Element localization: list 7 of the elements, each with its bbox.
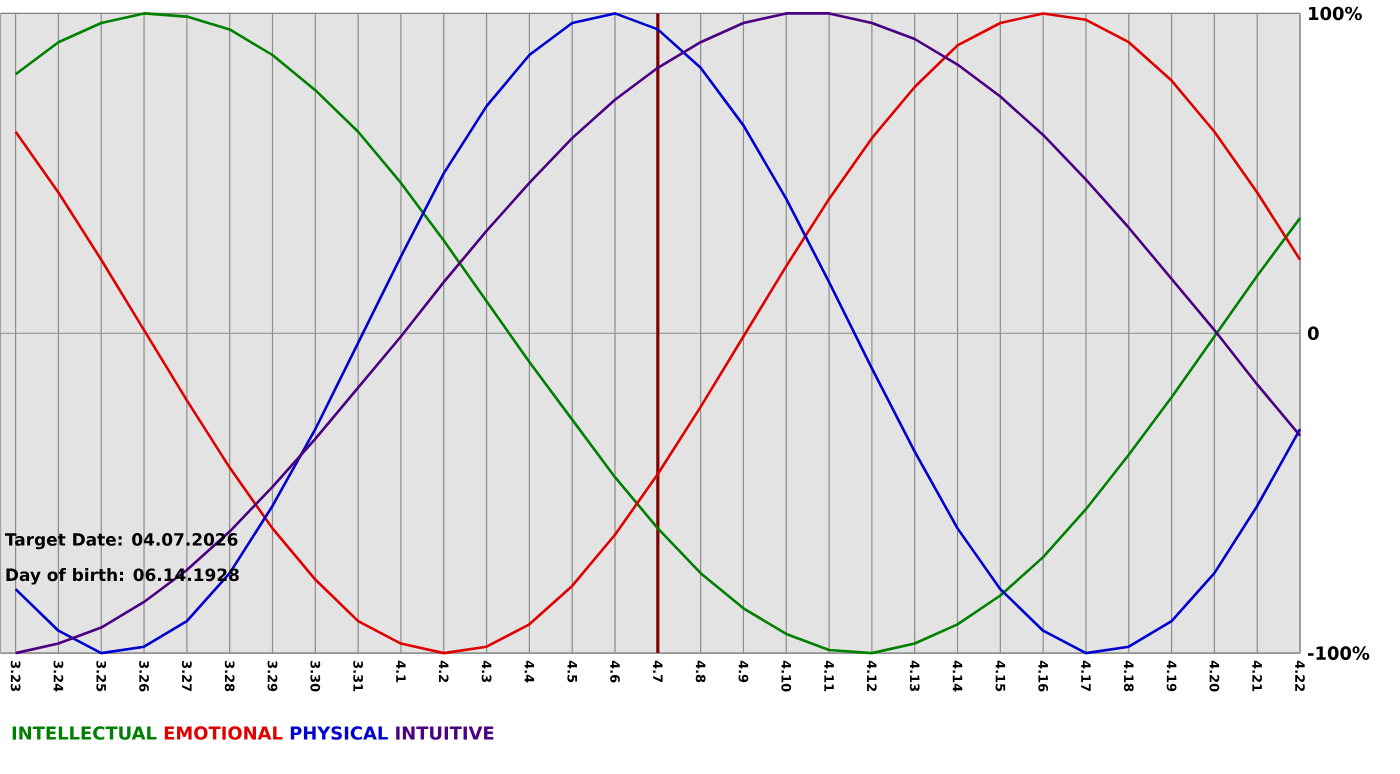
text: INTELLECTUAL bbox=[12, 726, 157, 741]
text: EMOTIONAL bbox=[164, 726, 283, 741]
text: INTUITIVE bbox=[396, 727, 494, 741]
y-tick-label: 100% bbox=[1309, 7, 1362, 21]
y-tick-label: 0 bbox=[1307, 326, 1319, 341]
y-tick-label: -100% bbox=[1308, 646, 1370, 661]
text: PHYSICAL bbox=[290, 726, 388, 741]
